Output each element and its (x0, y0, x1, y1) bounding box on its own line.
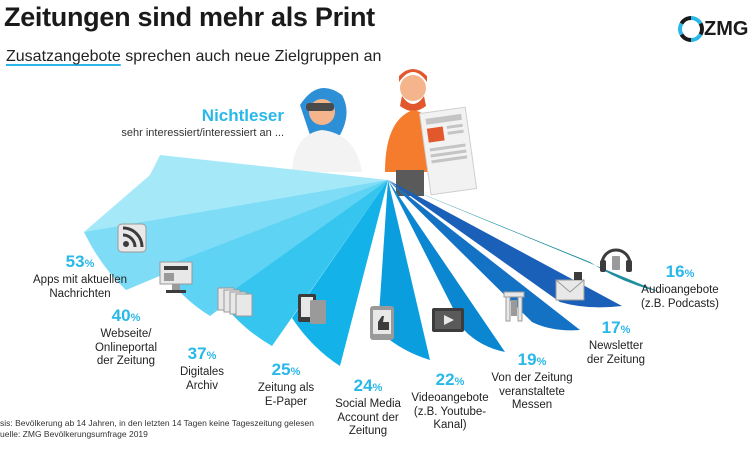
category-caption-line: Messen (511, 399, 553, 411)
fan-blade-7 (388, 180, 580, 331)
category-caption-line: Digitales (179, 366, 225, 378)
desktop-icon (159, 261, 193, 293)
chart-heading-main: Nichtleser (201, 106, 284, 125)
fair-stand-icon (503, 291, 525, 322)
reader-man-illustration (385, 69, 478, 196)
category-label-6: 22% Videoangebote (z.B. Youtube- Kanal) (411, 370, 488, 433)
category-label-5: 24% Social Media Account der Zeitung (335, 376, 401, 439)
category-caption-line: der Zeitung (586, 353, 646, 366)
category-label-2: 40% Webseite/Onlineportal der Zeitung (95, 306, 157, 369)
value-label: 53% (33, 252, 127, 274)
category-label-4: 25% Zeitung als E-Paper (258, 360, 314, 409)
category-caption-line: Apps mit aktuellen (33, 274, 127, 286)
value-number: 16 (665, 262, 685, 281)
category-caption-line: Newsletter (588, 340, 644, 352)
category-caption-line: Webseite/ (100, 328, 152, 340)
fan-blade-8 (388, 180, 622, 308)
value-unit: % (130, 312, 141, 324)
archive-icon (217, 287, 253, 317)
category-label-3: 37% Digitales Archiv (180, 344, 224, 393)
tablet-icon (298, 294, 326, 324)
value-label: 40% (95, 306, 157, 328)
brand-name: ZMG (704, 18, 749, 40)
page-title: Zeitungen sind mehr als Print (4, 2, 375, 32)
category-label-7: 19% Von der Zeitung veranstaltete Messen (491, 350, 572, 413)
value-label: 25% (258, 360, 314, 382)
value-unit: % (372, 382, 383, 394)
value-unit: % (684, 268, 695, 280)
value-unit: % (290, 366, 301, 378)
footnote: sis: Bevölkerung ab 14 Jahren, in den le… (0, 418, 314, 440)
category-caption-line: Kanal) (433, 419, 467, 431)
value-unit: % (454, 376, 465, 388)
category-caption-line: Zeitung (348, 425, 388, 437)
zmg-logo-icon (678, 16, 704, 42)
value-number: 24 (353, 376, 373, 395)
thumbs-up-icon (370, 306, 394, 340)
category-label-1: 53% Apps mit aktuellen Nachrichten (33, 252, 127, 301)
footnote-base: sis: Bevölkerung ab 14 Jahren, in den le… (0, 418, 314, 428)
category-caption-line: der Zeitung (96, 355, 156, 367)
value-label: 37% (180, 344, 224, 366)
page-subtitle: Zusatzangebote sprechen auch neue Zielgr… (6, 48, 381, 66)
value-label: 16% (641, 262, 719, 284)
category-caption-line: Social Media (335, 398, 401, 410)
category-caption-line: Account der (337, 411, 399, 424)
value-number: 40 (111, 306, 131, 325)
value-number: 22 (435, 370, 455, 389)
category-caption-line: (z.B. Youtube- (413, 405, 487, 418)
category-caption-line: Audioangebote (641, 284, 719, 296)
chart-heading-sub: sehr interessiert/interessiert an ... (121, 127, 284, 139)
reader-woman-illustration (292, 87, 362, 172)
video-icon (432, 308, 464, 332)
subtitle-rest: sprechen auch neue Zielgruppen an (120, 48, 382, 65)
category-caption-line: Zeitung als (257, 382, 315, 394)
category-caption-line: (z.B. Podcasts) (641, 297, 719, 310)
value-label: 17% (587, 318, 645, 340)
category-caption-line: Von der Zeitung (491, 372, 573, 384)
fan-blade-6 (388, 180, 505, 352)
headphones-icon (600, 248, 632, 272)
value-unit: % (620, 324, 631, 336)
category-caption-line: Onlineportal (94, 341, 158, 354)
rss-icon (117, 223, 147, 253)
category-caption-line: veranstaltete (499, 385, 565, 398)
value-unit: % (206, 350, 217, 362)
category-caption-line: Nachrichten (49, 287, 111, 300)
subtitle-highlight: Zusatzangebote (6, 48, 121, 65)
footnote-source: uelle: ZMG Bevölkerungsumfrage 2019 (0, 429, 148, 439)
value-unit: % (84, 258, 95, 270)
value-number: 19 (517, 350, 537, 369)
category-label-8: 17% Newsletter der Zeitung (587, 318, 645, 367)
value-number: 25 (271, 360, 291, 379)
value-label: 19% (491, 350, 572, 372)
value-number: 17 (601, 318, 621, 337)
category-label-9: 16% Audioangebote (z.B. Podcasts) (641, 262, 719, 311)
value-number: 37 (187, 344, 207, 363)
category-caption-line: Videoangebote (411, 392, 489, 404)
chart-heading: Nichtleser sehr interessiert/interessier… (121, 106, 284, 139)
category-caption-line: E-Paper (264, 395, 308, 408)
value-label: 24% (335, 376, 401, 398)
fan-blade-9 (388, 180, 660, 292)
category-caption-line: Archiv (186, 379, 218, 392)
fan-blade-3 (220, 180, 388, 346)
value-label: 22% (411, 370, 488, 392)
value-number: 53 (65, 252, 85, 271)
value-unit: % (536, 356, 547, 368)
mail-icon (555, 272, 585, 301)
fan-blade-2 (160, 180, 388, 316)
